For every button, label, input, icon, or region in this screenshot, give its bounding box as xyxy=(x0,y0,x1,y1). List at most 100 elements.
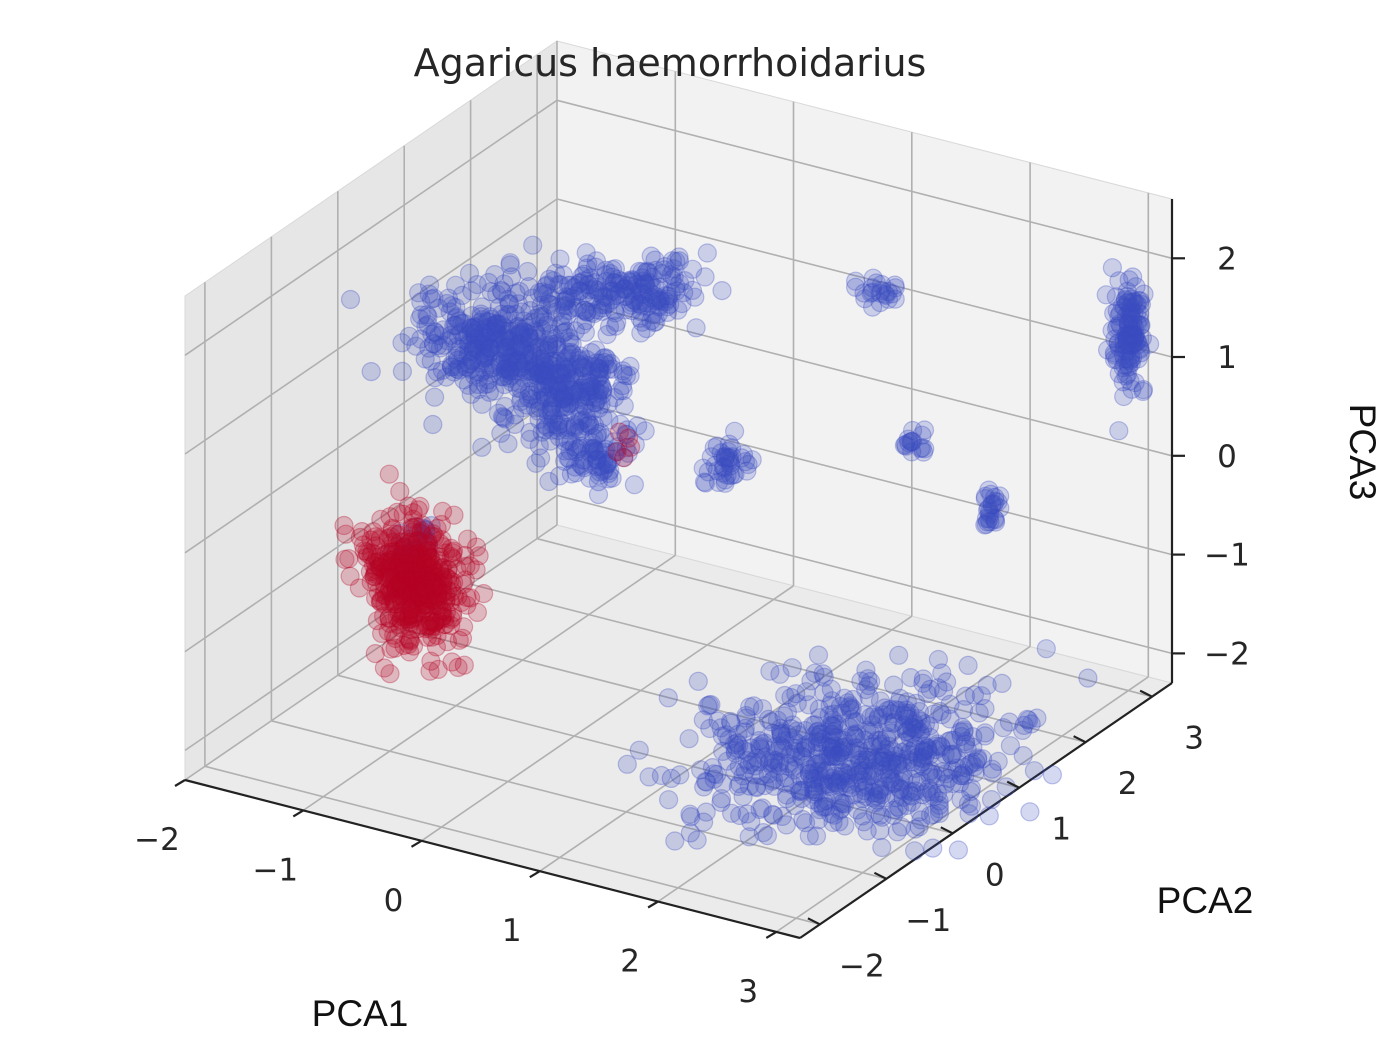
scatter-point-blue xyxy=(575,300,595,320)
scatter-point-blue xyxy=(829,776,850,796)
scatter-point-blue xyxy=(507,317,527,337)
scatter-point-blue xyxy=(548,351,569,371)
scatter-point-blue xyxy=(492,304,512,324)
scatter-point-blue xyxy=(890,688,910,709)
scatter-point-blue xyxy=(458,375,478,395)
scatter-point-blue xyxy=(498,289,518,309)
scatter-point-blue xyxy=(556,287,576,307)
scatter-point-blue xyxy=(775,685,795,706)
scatter-point-blue xyxy=(1102,258,1123,278)
scatter-point-blue xyxy=(894,435,915,455)
scatter-point-blue xyxy=(596,287,617,307)
x-tick-mark xyxy=(647,900,659,909)
scatter-point-blue xyxy=(575,357,595,378)
scatter-point-blue xyxy=(511,379,531,399)
z-tick-label: −2 xyxy=(1204,636,1250,672)
scatter-point-blue xyxy=(618,443,638,463)
scatter-point-blue xyxy=(552,363,572,384)
scatter-point-blue xyxy=(562,344,583,364)
scatter-point-blue xyxy=(527,355,547,375)
scatter-point-blue xyxy=(604,432,624,452)
scatter-point-blue xyxy=(594,450,614,470)
scatter-point-blue xyxy=(542,397,562,417)
scatter-point-blue xyxy=(540,377,560,397)
scatter-point-blue xyxy=(613,279,633,299)
scatter-point-blue xyxy=(479,338,499,359)
scatter-point-blue xyxy=(495,359,515,379)
scatter-point-blue xyxy=(471,307,491,327)
scatter-point-blue xyxy=(547,376,567,396)
scatter-point-blue xyxy=(708,472,729,492)
scatter-point-blue xyxy=(565,286,585,306)
scatter-point-blue xyxy=(545,354,566,374)
scatter-point-blue xyxy=(982,495,1002,515)
scatter-point-blue xyxy=(488,314,508,334)
scatter-point-blue xyxy=(485,265,505,285)
scatter-point-blue xyxy=(642,305,663,325)
scatter-point-blue xyxy=(523,235,543,255)
scatter-point-blue xyxy=(707,461,727,481)
scatter-point-blue xyxy=(592,385,612,405)
scatter-point-blue xyxy=(537,370,557,390)
scatter-point-blue xyxy=(406,336,426,356)
scatter-point-blue xyxy=(528,363,549,383)
scatter-point-blue xyxy=(538,385,559,406)
scatter-point-blue xyxy=(593,348,614,368)
scatter-point-blue xyxy=(602,267,622,287)
scatter-point-blue xyxy=(529,436,549,456)
scatter-point-blue xyxy=(565,367,585,388)
scatter-point-blue xyxy=(592,301,613,321)
scatter-point-blue xyxy=(500,347,520,367)
scatter-point-blue xyxy=(586,277,607,297)
scatter-point-blue xyxy=(577,408,597,428)
scatter-point-blue xyxy=(508,316,529,337)
scatter-point-blue xyxy=(596,455,617,475)
scatter-point-blue xyxy=(574,264,594,284)
scatter-point-blue xyxy=(902,718,923,738)
scatter-point-red xyxy=(339,549,359,569)
scatter-point-blue xyxy=(695,267,715,287)
scatter-point-blue xyxy=(658,289,678,309)
scatter-point-blue xyxy=(882,284,902,304)
scatter-point-blue xyxy=(985,491,1005,512)
scatter-point-blue xyxy=(532,319,552,339)
scatter-point-blue xyxy=(535,415,556,435)
scatter-point-blue xyxy=(540,431,560,451)
scatter-point-blue xyxy=(497,358,517,378)
scatter-point-blue xyxy=(580,443,600,463)
scatter-point-blue xyxy=(543,387,563,407)
scatter-point-blue xyxy=(340,289,361,310)
scatter-point-blue xyxy=(471,343,491,363)
scatter-point-blue xyxy=(613,381,633,401)
z-gridline xyxy=(556,297,1173,457)
scatter-point-blue xyxy=(586,353,607,373)
scatter-point-blue xyxy=(483,357,503,378)
scatter-point-blue xyxy=(445,348,465,368)
scatter-point-blue xyxy=(871,274,892,295)
scatter-point-blue xyxy=(574,458,594,478)
scatter-point-blue xyxy=(630,290,651,310)
scatter-point-blue xyxy=(520,301,540,321)
scatter-point-blue xyxy=(958,655,978,676)
scatter-point-blue xyxy=(579,377,599,397)
scatter-point-blue xyxy=(509,340,529,360)
scatter-point-blue xyxy=(570,381,590,401)
scatter-point-blue xyxy=(559,328,579,348)
scatter-point-blue xyxy=(594,286,614,306)
scatter-point-blue xyxy=(486,315,506,335)
z-tick-label: −1 xyxy=(1204,538,1250,574)
scatter-point-blue xyxy=(649,297,669,317)
scatter-point-blue xyxy=(525,357,546,377)
x-axis-line xyxy=(184,778,801,940)
scatter-point-blue xyxy=(424,288,444,308)
scatter-point-blue xyxy=(539,336,559,356)
scatter-point-blue xyxy=(525,398,546,418)
scatter-point-blue xyxy=(666,251,686,271)
scatter-point-blue xyxy=(420,275,440,295)
scatter-point-blue xyxy=(558,300,578,320)
scatter-point-blue xyxy=(620,366,640,386)
scatter-point-blue xyxy=(660,294,680,314)
scatter-point-blue xyxy=(444,316,464,336)
scatter-point-blue xyxy=(904,841,925,861)
